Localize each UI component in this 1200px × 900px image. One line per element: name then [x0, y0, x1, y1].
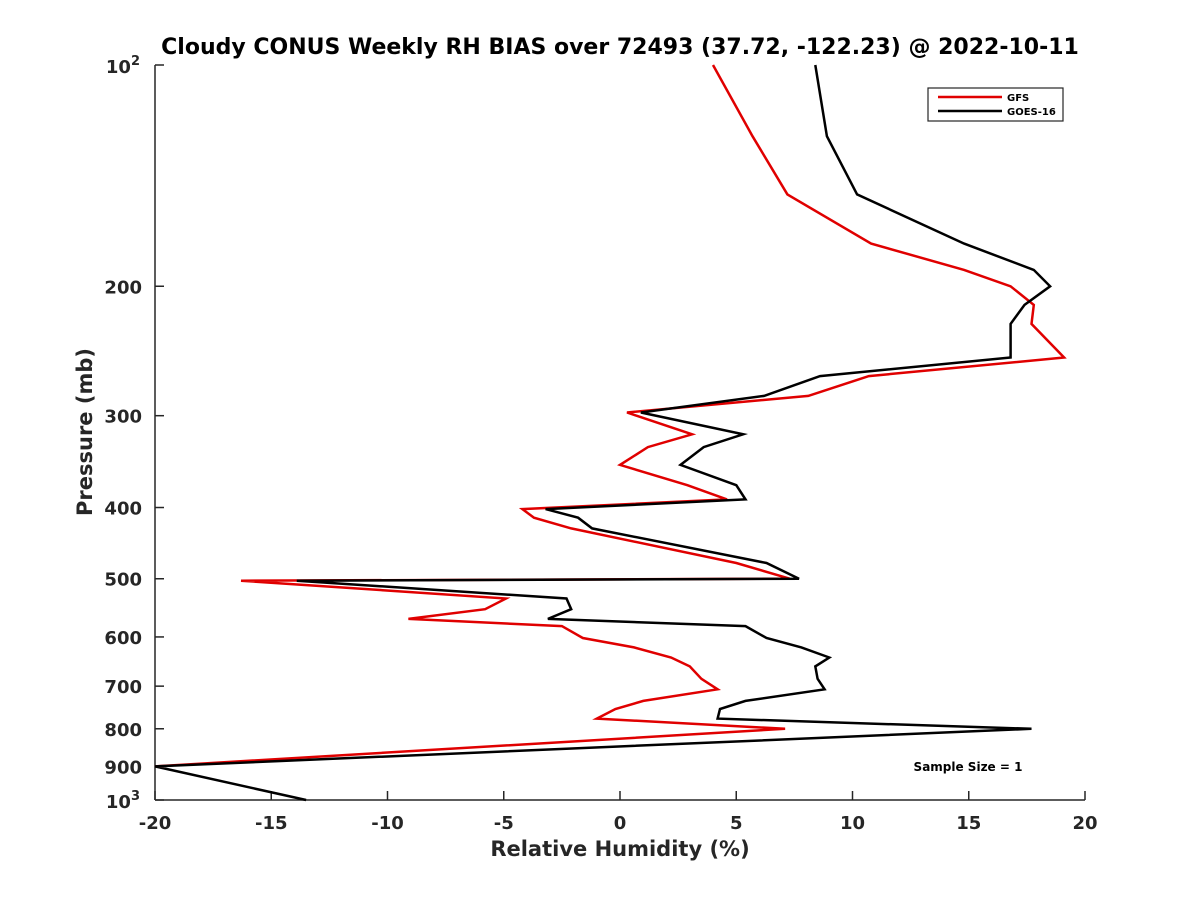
legend-box	[927, 87, 1064, 122]
x-tick-label: -10	[371, 813, 404, 834]
x-tick-label: -15	[255, 813, 288, 834]
x-tick-label: -20	[139, 813, 172, 834]
x-tick-label: 10	[840, 813, 865, 834]
x-tick-label: 5	[730, 813, 743, 834]
series-line-goes-16	[154, 64, 1053, 802]
legend-label-goes16: GOES-16	[1007, 107, 1056, 118]
y-tick-label-bottom: 103	[106, 789, 140, 813]
plot-area	[154, 65, 1085, 801]
y-axis-ticks: 200 300 400 500 600 700 800 900	[104, 64, 164, 801]
y-axis-power-ticks: 102 103	[106, 54, 140, 813]
sample-size-annotation: Sample Size = 1	[914, 760, 1023, 774]
y-tick-label: 300	[104, 407, 142, 428]
x-axis-ticks: -20 -15 -10 -5 0 5 10 15 20	[139, 791, 1098, 834]
x-tick-label: 0	[614, 813, 627, 834]
x-tick-label: 20	[1072, 813, 1097, 834]
chart-title: Cloudy CONUS Weekly RH BIAS over 72493 (…	[161, 35, 1079, 60]
y-tick-label: 400	[104, 499, 142, 520]
y-tick-label-top: 102	[106, 54, 140, 78]
y-tick-label: 800	[104, 720, 142, 741]
x-tick-label: -5	[494, 813, 514, 834]
y-tick-label: 700	[104, 677, 142, 698]
y-axis-label: Pressure (mb)	[73, 348, 97, 516]
y-tick-top-base: 10	[106, 57, 131, 78]
y-tick-bottom-base: 10	[106, 792, 131, 813]
x-axis-label: Relative Humidity (%)	[490, 837, 749, 861]
y-tick-label: 900	[104, 757, 142, 778]
y-tick-label: 500	[104, 570, 142, 591]
y-tick-bottom-exp: 3	[131, 789, 140, 804]
x-tick-label: 15	[956, 813, 981, 834]
y-tick-label: 600	[104, 628, 142, 649]
legend: GFS GOES-16	[927, 87, 1064, 122]
series-line-gfs	[154, 64, 1067, 768]
y-tick-label: 200	[104, 277, 142, 298]
y-tick-top-exp: 2	[131, 54, 140, 69]
series-lines	[154, 64, 1067, 802]
legend-label-gfs: GFS	[1007, 93, 1029, 104]
